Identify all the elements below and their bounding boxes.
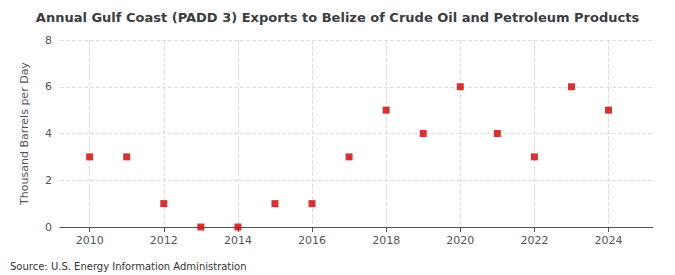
svg-text:4: 4 <box>45 127 52 140</box>
svg-text:2020: 2020 <box>446 234 474 247</box>
svg-text:2018: 2018 <box>372 234 400 247</box>
svg-text:Annual Gulf Coast (PADD 3) Exp: Annual Gulf Coast (PADD 3) Exports to Be… <box>36 10 640 25</box>
svg-text:2: 2 <box>45 174 52 187</box>
svg-text:6: 6 <box>45 80 52 93</box>
svg-text:2016: 2016 <box>298 234 326 247</box>
svg-text:Source: U.S. Energy Informatio: Source: U.S. Energy Information Administ… <box>10 261 247 272</box>
svg-text:2014: 2014 <box>224 234 252 247</box>
svg-text:8: 8 <box>45 34 52 47</box>
svg-text:2022: 2022 <box>520 234 548 247</box>
svg-text:2010: 2010 <box>76 234 104 247</box>
svg-text:Thousand Barrels per Day: Thousand Barrels per Day <box>18 62 31 206</box>
svg-text:2012: 2012 <box>150 234 178 247</box>
svg-text:0: 0 <box>45 221 52 234</box>
svg-text:2024: 2024 <box>595 234 623 247</box>
